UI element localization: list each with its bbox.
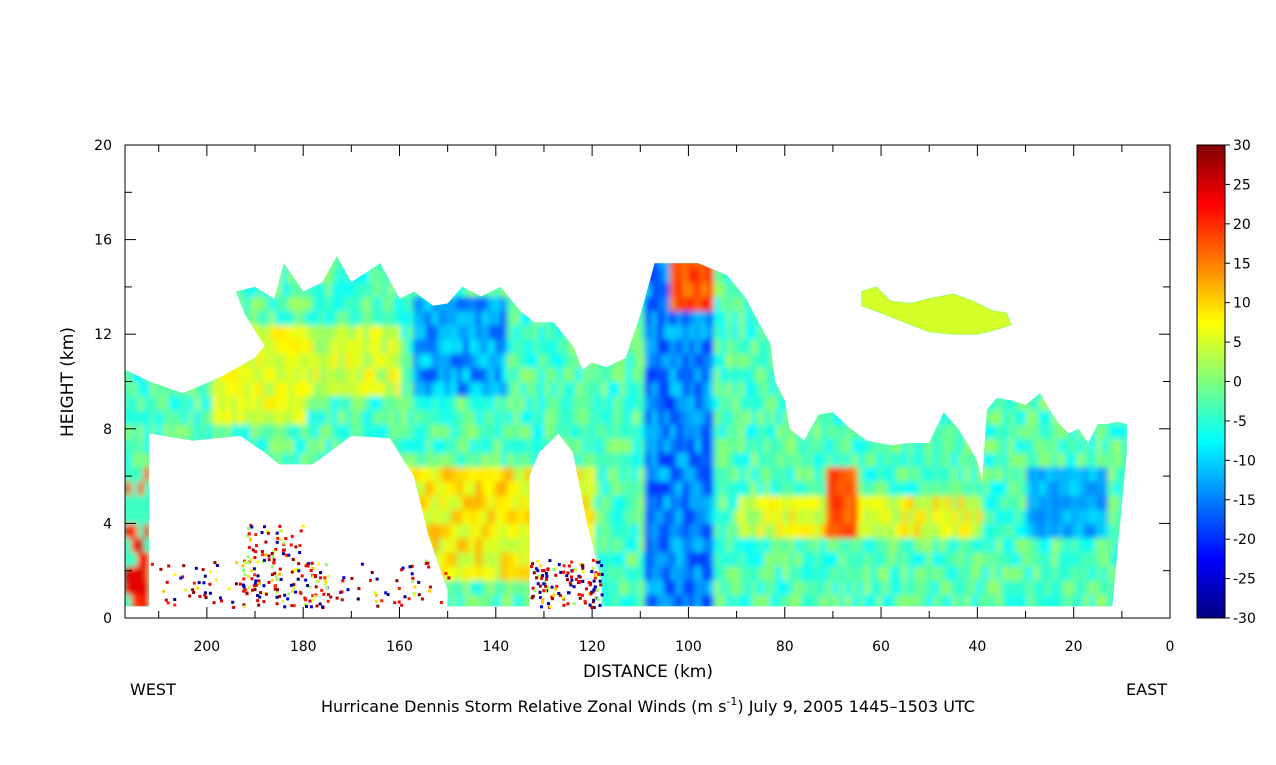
colorbar-tick-label: -5 xyxy=(1233,414,1247,430)
y-tick-label: 16 xyxy=(94,233,112,249)
x-tick-label: 160 xyxy=(386,639,413,655)
x-tick-label: 60 xyxy=(872,639,890,655)
colorbar xyxy=(1196,144,1226,619)
y-tick-label: 4 xyxy=(103,516,112,532)
colorbar-tick-label: 0 xyxy=(1233,375,1242,391)
y-axis-label: HEIGHT (km) xyxy=(58,327,78,437)
east-label: EAST xyxy=(1126,680,1167,699)
colorbar-tick-label: 30 xyxy=(1233,138,1251,154)
colorbar-tick-label: -20 xyxy=(1233,532,1256,548)
colorbar-tick-label: -30 xyxy=(1233,611,1256,627)
y-axis-ticks: 0 4 8 12 16 20 xyxy=(94,138,1170,627)
x-tick-label: 20 xyxy=(1065,639,1083,655)
y-tick-label: 12 xyxy=(94,327,112,343)
y-tick-label: 20 xyxy=(94,138,112,154)
surface-clutter xyxy=(150,523,604,610)
colorbar-tick-label: -10 xyxy=(1233,453,1256,469)
x-tick-label: 80 xyxy=(776,639,794,655)
x-tick-label: 0 xyxy=(1166,639,1175,655)
x-tick-label: 180 xyxy=(290,639,317,655)
x-tick-label: 200 xyxy=(193,639,220,655)
x-tick-label: 120 xyxy=(579,639,606,655)
x-tick-label: 100 xyxy=(675,639,702,655)
colorbar-tick-label: 15 xyxy=(1233,256,1251,272)
chart-title: Hurricane Dennis Storm Relative Zonal Wi… xyxy=(321,695,975,716)
colorbar-tick-label: 10 xyxy=(1233,296,1251,312)
y-tick-label: 0 xyxy=(103,611,112,627)
colorbar-tick-label: -15 xyxy=(1233,493,1256,509)
anvil-patch xyxy=(861,286,1012,335)
x-axis-label: DISTANCE (km) xyxy=(583,662,713,682)
colorbar-ticks: 30 25 20 15 10 5 0 -5 -10 -15 -20 -25 -30 xyxy=(1225,138,1256,627)
colorbar-tick-label: 25 xyxy=(1233,177,1251,193)
colorbar-tick-label: -25 xyxy=(1233,572,1256,588)
x-tick-label: 40 xyxy=(968,639,986,655)
colorbar-tick-label: 20 xyxy=(1233,217,1251,233)
y-tick-label: 8 xyxy=(103,422,112,438)
west-label: WEST xyxy=(130,680,176,699)
x-axis-ticks: 200 180 160 140 120 100 80 60 40 20 0 xyxy=(158,145,1175,655)
colorbar-tick-label: 5 xyxy=(1233,335,1242,351)
x-tick-label: 140 xyxy=(482,639,509,655)
